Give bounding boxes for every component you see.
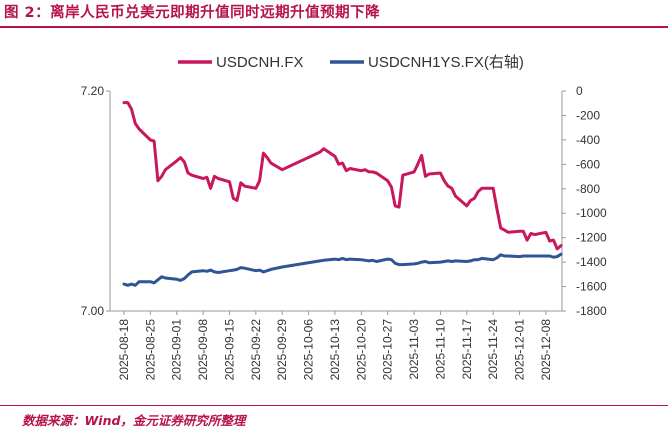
x-tick-label: 2025-08-25 xyxy=(143,319,157,381)
series-line-1 xyxy=(122,101,563,251)
left-tick-label: 7.00 xyxy=(81,304,105,318)
legend: USDCNH.FX USDCNH1YS.FX(右轴) xyxy=(178,54,524,71)
chart-title: 图 2：离岸人民币兑美元即期升值同时远期升值预期下降 xyxy=(4,5,381,21)
chart-area: USDCNH.FX USDCNH1YS.FX(右轴) 7.20 7.00 0 -200 -… xyxy=(81,54,607,380)
x-tick-label: 2025-09-22 xyxy=(249,319,263,381)
x-tick-label: 2025-11-10 xyxy=(433,319,447,380)
x-tick-label: 2025-10-20 xyxy=(354,319,368,381)
title-rule xyxy=(0,26,668,28)
right-tick-label: -1600 xyxy=(576,280,607,294)
x-tick-label: 2025-10-06 xyxy=(302,319,316,381)
left-tick-label: 7.20 xyxy=(81,84,105,98)
right-tick-label: -600 xyxy=(576,157,600,171)
right-tick-label: -800 xyxy=(576,182,600,196)
x-tick-label: 2025-11-24 xyxy=(486,319,500,380)
x-tick-label: 2025-12-08 xyxy=(539,319,553,381)
source-note: 数据来源：Wind，金元证券研究所整理 xyxy=(22,413,246,428)
right-tick-label: -1400 xyxy=(576,255,607,269)
right-tick-label: -1800 xyxy=(576,304,607,318)
right-tick-label: -1200 xyxy=(576,231,607,245)
x-tick-label: 2025-10-13 xyxy=(328,319,342,381)
x-tick-label: 2025-09-01 xyxy=(170,319,184,381)
x-tick-label: 2025-11-17 xyxy=(460,319,474,380)
right-tick-label: -1000 xyxy=(576,206,607,220)
x-tick-label: 2025-09-29 xyxy=(275,319,289,381)
legend-label-2: USDCNH1YS.FX(右轴) xyxy=(368,54,524,71)
x-tick-label: 2025-09-08 xyxy=(196,319,210,381)
x-tick-label: 2025-09-15 xyxy=(222,319,236,381)
series-lines xyxy=(122,101,563,287)
x-tick-label: 2025-11-03 xyxy=(407,319,421,380)
series-line-2 xyxy=(122,252,563,287)
x-tick-label: 2025-08-18 xyxy=(117,319,131,381)
right-tick-label: -200 xyxy=(576,108,600,122)
right-tick-label: 0 xyxy=(576,84,583,98)
axes: 7.20 7.00 0 -200 -400 -600 -800 -1000 -1200 -1400… xyxy=(81,84,607,380)
right-tick-label: -400 xyxy=(576,133,600,147)
x-tick-label: 2025-12-01 xyxy=(513,319,527,381)
x-tick-label: 2025-10-27 xyxy=(381,319,395,381)
legend-label-1: USDCNH.FX xyxy=(216,54,304,71)
footer-rule xyxy=(0,405,668,406)
